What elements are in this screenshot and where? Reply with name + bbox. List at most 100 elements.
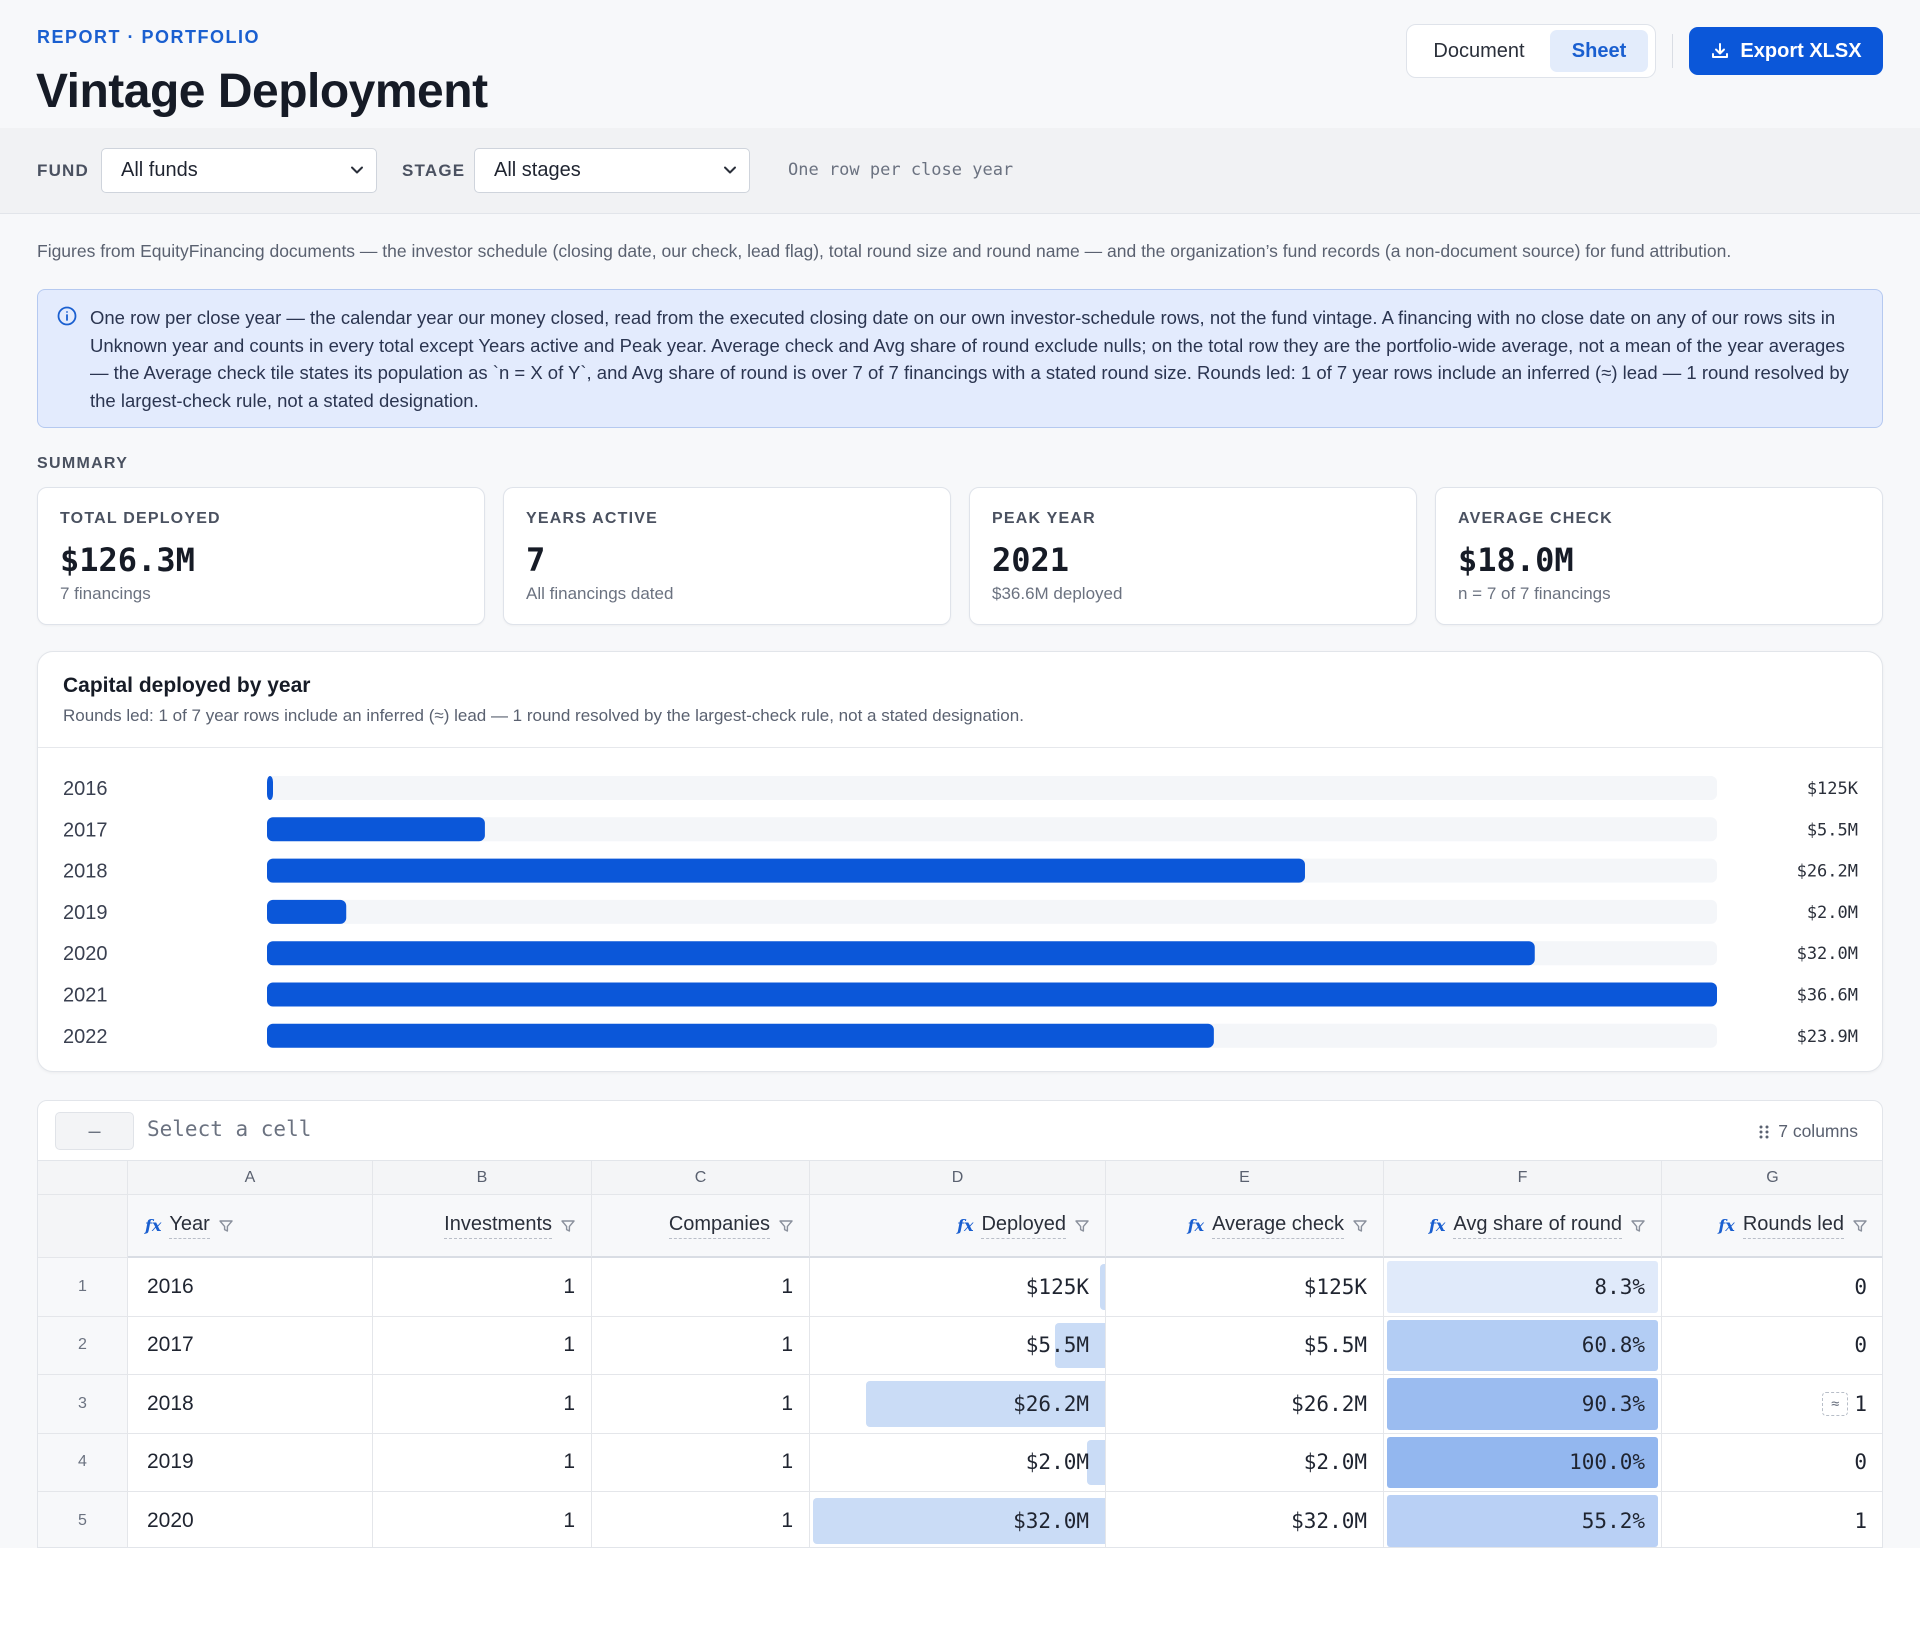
avg-share-cell[interactable]: 8.3% bbox=[1384, 1258, 1662, 1317]
rounds-led-cell[interactable]: 0 bbox=[1662, 1316, 1882, 1375]
filter-icon[interactable] bbox=[1630, 1218, 1646, 1234]
cell-value: $125K bbox=[1303, 1274, 1367, 1299]
column-header-avg-share-of-round[interactable]: fx Avg share of round bbox=[1384, 1195, 1662, 1258]
column-letter-g[interactable]: G bbox=[1662, 1161, 1882, 1195]
year-cell[interactable]: 2018 bbox=[128, 1375, 373, 1434]
column-header-rounds-led[interactable]: fx Rounds led bbox=[1662, 1195, 1882, 1258]
column-letter: D bbox=[951, 1168, 964, 1186]
chart-divider bbox=[38, 747, 1882, 748]
avg-share-cell[interactable]: 60.8% bbox=[1384, 1316, 1662, 1375]
select-all-corner[interactable] bbox=[38, 1161, 128, 1195]
years-active-card: YEARS ACTIVE 7 All financings dated bbox=[503, 487, 951, 625]
cell-value: 2016 bbox=[147, 1274, 194, 1298]
average-check-cell[interactable]: $5.5M bbox=[1106, 1316, 1384, 1375]
average-check-cell[interactable]: $32.0M bbox=[1106, 1492, 1384, 1547]
stage-select[interactable]: All stages bbox=[474, 148, 750, 193]
cell-value: $26.2M bbox=[1013, 1391, 1089, 1416]
column-count[interactable]: 7 columns bbox=[1758, 1121, 1858, 1142]
rounds-led-cell[interactable]: 0 bbox=[1662, 1433, 1882, 1492]
column-header-label: Average check bbox=[1212, 1213, 1344, 1239]
avg-share-cell[interactable]: 100.0% bbox=[1384, 1433, 1662, 1492]
row-number[interactable]: 2 bbox=[38, 1316, 128, 1375]
companies-cell[interactable]: 1 bbox=[592, 1433, 810, 1492]
row-number[interactable]: 4 bbox=[38, 1433, 128, 1492]
cell-value: 100.0% bbox=[1569, 1450, 1645, 1475]
filter-icon[interactable] bbox=[778, 1218, 794, 1234]
filter-icon[interactable] bbox=[1852, 1218, 1868, 1234]
rounds-led-cell[interactable]: 1 bbox=[1662, 1492, 1882, 1547]
breadcrumb[interactable]: REPORT · PORTFOLIO bbox=[37, 27, 260, 47]
investments-cell[interactable]: 1 bbox=[373, 1433, 592, 1492]
column-letter-c[interactable]: C bbox=[592, 1161, 810, 1195]
filter-icon[interactable] bbox=[1352, 1218, 1368, 1234]
column-letter-a[interactable]: A bbox=[128, 1161, 373, 1195]
granularity-note: One row per close year bbox=[788, 160, 1014, 180]
export-label: Export XLSX bbox=[1740, 39, 1862, 62]
filter-icon[interactable] bbox=[560, 1218, 576, 1234]
rounds-led-cell[interactable]: ≈1 bbox=[1662, 1375, 1882, 1434]
formula-input[interactable]: Select a cell bbox=[147, 1117, 312, 1141]
companies-cell[interactable]: 1 bbox=[592, 1375, 810, 1434]
deployed-data-bar bbox=[1086, 1439, 1105, 1485]
cell-value: 1 bbox=[563, 1333, 575, 1357]
year-cell[interactable]: 2020 bbox=[128, 1492, 373, 1547]
avg-share-cell[interactable]: 90.3% bbox=[1384, 1375, 1662, 1434]
avg-share-cell[interactable]: 55.2% bbox=[1384, 1492, 1662, 1547]
column-letter-e[interactable]: E bbox=[1106, 1161, 1384, 1195]
peak-year-card: PEAK YEAR 2021 $36.6M deployed bbox=[969, 487, 1417, 625]
cell-value: 2018 bbox=[147, 1391, 194, 1415]
average-check-card: AVERAGE CHECK $18.0M n = 7 of 7 financin… bbox=[1435, 487, 1883, 625]
row-number-label: 1 bbox=[78, 1277, 87, 1295]
rounds-led-cell[interactable]: 0 bbox=[1662, 1258, 1882, 1317]
fund-select[interactable]: All funds bbox=[101, 148, 377, 193]
investments-cell[interactable]: 1 bbox=[373, 1316, 592, 1375]
companies-cell[interactable]: 1 bbox=[592, 1492, 810, 1547]
cell-value: 55.2% bbox=[1581, 1508, 1645, 1533]
average-check-cell[interactable]: $2.0M bbox=[1106, 1433, 1384, 1492]
column-header-companies[interactable]: Companies bbox=[592, 1195, 810, 1258]
deployed-cell[interactable]: $5.5M bbox=[810, 1316, 1106, 1375]
cell-value: 0 bbox=[1854, 1333, 1867, 1358]
investments-cell[interactable]: 1 bbox=[373, 1375, 592, 1434]
cell-value: $5.5M bbox=[1025, 1333, 1089, 1358]
cell-reference[interactable]: – bbox=[55, 1112, 134, 1150]
year-cell[interactable]: 2017 bbox=[128, 1316, 373, 1375]
deployed-cell[interactable]: $125K bbox=[810, 1258, 1106, 1317]
cell-value: 90.3% bbox=[1581, 1391, 1645, 1416]
average-check-cell[interactable]: $125K bbox=[1106, 1258, 1384, 1317]
column-letter-b[interactable]: B bbox=[373, 1161, 592, 1195]
deployed-cell[interactable]: $32.0M bbox=[810, 1492, 1106, 1547]
deployed-cell[interactable]: $26.2M bbox=[810, 1375, 1106, 1434]
row-number[interactable]: 1 bbox=[38, 1258, 128, 1317]
column-letter-f[interactable]: F bbox=[1384, 1161, 1662, 1195]
cell-value: 0 bbox=[1854, 1450, 1867, 1475]
row-number[interactable]: 5 bbox=[38, 1492, 128, 1547]
filter-icon[interactable] bbox=[218, 1218, 234, 1234]
card-sub: $36.6M deployed bbox=[992, 584, 1123, 603]
filter-bar: FUND All funds STAGE All stages One row … bbox=[0, 128, 1920, 214]
formula-icon: fx bbox=[145, 1216, 162, 1235]
year-label: 2022 bbox=[63, 1026, 108, 1048]
filter-icon[interactable] bbox=[1074, 1218, 1090, 1234]
column-header-investments[interactable]: Investments bbox=[373, 1195, 592, 1258]
column-header-average-check[interactable]: fx Average check bbox=[1106, 1195, 1384, 1258]
column-header-year[interactable]: fx Year bbox=[128, 1195, 373, 1258]
sheet-view-button[interactable]: Sheet bbox=[1550, 30, 1648, 72]
companies-cell[interactable]: 1 bbox=[592, 1258, 810, 1317]
column-header-deployed[interactable]: fx Deployed bbox=[810, 1195, 1106, 1258]
column-letter-d[interactable]: D bbox=[810, 1161, 1106, 1195]
investments-cell[interactable]: 1 bbox=[373, 1258, 592, 1317]
fund-select-value: All funds bbox=[121, 159, 198, 181]
cell-value: 2019 bbox=[147, 1450, 194, 1474]
investments-cell[interactable]: 1 bbox=[373, 1492, 592, 1547]
export-xlsx-button[interactable]: Export XLSX bbox=[1689, 27, 1883, 75]
share-heat-fill bbox=[1387, 1261, 1658, 1313]
deployed-cell[interactable]: $2.0M bbox=[810, 1433, 1106, 1492]
row-number[interactable]: 3 bbox=[38, 1375, 128, 1434]
year-label: 2017 bbox=[63, 819, 108, 841]
year-cell[interactable]: 2016 bbox=[128, 1258, 373, 1317]
year-cell[interactable]: 2019 bbox=[128, 1433, 373, 1492]
companies-cell[interactable]: 1 bbox=[592, 1316, 810, 1375]
document-view-button[interactable]: Document bbox=[1433, 39, 1525, 62]
average-check-cell[interactable]: $26.2M bbox=[1106, 1375, 1384, 1434]
